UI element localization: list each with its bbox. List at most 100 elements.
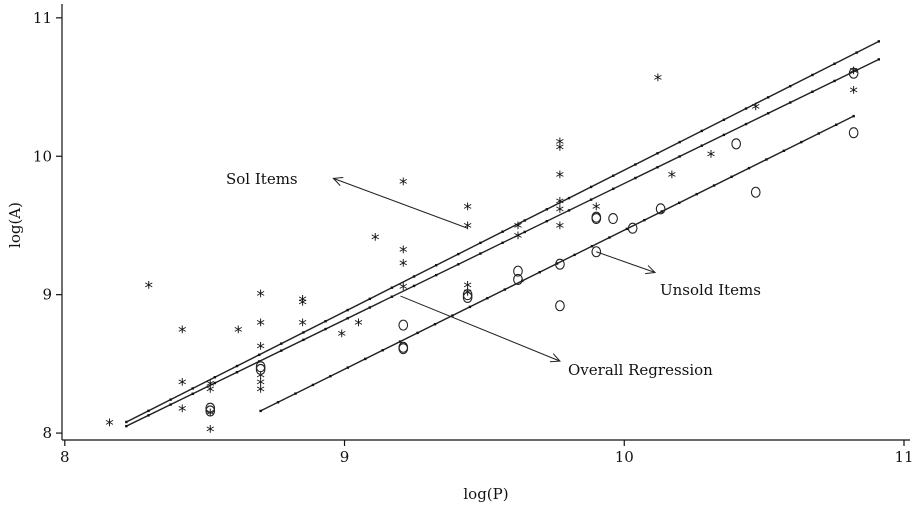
overall-regression-dot: [169, 403, 172, 406]
unsold-regression-dot: [590, 244, 594, 248]
overall-regression-dot: [833, 79, 836, 83]
unsold-regression-dot: [555, 262, 559, 265]
sold-item-point: *: [707, 147, 716, 167]
sold-regression-dot: [368, 297, 371, 301]
sold-regression-dot: [280, 342, 283, 345]
sold-item-point: *: [298, 316, 307, 336]
unsold-regression-dot: [660, 210, 663, 213]
sold-item-point: *: [463, 200, 472, 220]
sold-regression-dot: [346, 308, 349, 312]
sold-item-point: *: [178, 323, 187, 343]
unsold-regression-dot: [730, 175, 733, 179]
sold-item-point: *: [654, 71, 663, 91]
sold-regression-dot: [567, 196, 571, 200]
sold-regression-dot: [125, 420, 128, 424]
unsold-regression-dot: [678, 201, 681, 205]
unsold-regression-dot: [573, 253, 576, 257]
sold-item-point: *: [668, 168, 677, 188]
sold-item-point: *: [234, 323, 243, 343]
sold-regression-dot: [855, 51, 858, 54]
x-axis-title: log(P): [463, 485, 508, 503]
overall-regression-dot: [302, 338, 305, 342]
sold-regression-dot: [766, 96, 770, 99]
sold-regression-dot: [523, 219, 526, 222]
sold-regression-dot: [722, 118, 726, 121]
unsold-item-point: [205, 402, 216, 414]
sold-regression-dot: [811, 73, 814, 77]
overall-regression-dot: [191, 392, 194, 395]
sold-regression-dot: [501, 230, 504, 233]
annotation-label: Sol Items: [226, 170, 298, 188]
axis-ticks: 8 9 10 11 8 9 10 11: [33, 9, 914, 466]
sold-item-point: *: [178, 402, 187, 422]
unsold-regression-dot: [276, 401, 280, 404]
overall-regression-dot: [390, 295, 394, 298]
sold-regression-dot: [678, 140, 681, 144]
unsold-item-point: [555, 300, 565, 312]
overall-regression-dot: [346, 317, 349, 320]
overall-regression-dot: [235, 371, 239, 374]
regression-lines: [125, 40, 881, 428]
unsold-regression-dot: [259, 409, 262, 413]
unsold-item-point: [255, 361, 266, 373]
unsold-item-point: [398, 343, 409, 355]
sold-item-point: *: [556, 168, 565, 188]
data-markers: ****************************************…: [105, 64, 859, 443]
unsold-regression-dot: [433, 323, 437, 326]
unsold-regression-dot: [294, 392, 297, 395]
overall-regression-dot: [678, 155, 681, 158]
unsold-regression-dot: [747, 166, 751, 170]
sold-regression-dot: [700, 129, 703, 133]
annotation-arrow-line: [596, 251, 656, 273]
sold-item-point: *: [399, 257, 408, 277]
unsold-item-point: [591, 212, 602, 225]
unsold-regression-dot: [625, 227, 629, 231]
overall-regression-dot: [501, 241, 504, 244]
sold-item-point: *: [178, 376, 187, 396]
unsold-regression-dot: [451, 314, 454, 317]
sold-regression-dot: [545, 208, 549, 211]
sold-item-point: *: [298, 293, 307, 313]
overall-regression-dot: [324, 327, 327, 331]
unsold-regression-dot: [782, 149, 786, 152]
sold-item-point: *: [399, 175, 408, 195]
unsold-regression-dot: [765, 158, 768, 161]
y-tick-label: 10: [33, 147, 52, 165]
y-tick-label: 11: [33, 9, 52, 27]
sold-regression-dot: [257, 353, 261, 357]
axes: [61, 4, 910, 441]
sold-item-point: *: [256, 316, 265, 336]
sold-regression-dot: [634, 163, 637, 166]
sold-regression-dot: [412, 275, 416, 278]
unsold-item-point: [513, 273, 523, 285]
unsold-regression-dot: [329, 375, 332, 378]
annotation-arrow-line: [333, 177, 468, 229]
unsold-regression-dot: [643, 218, 646, 222]
sold-item-point: *: [354, 316, 363, 336]
sold-item-point: *: [206, 423, 215, 443]
sold-regression-dot: [833, 62, 836, 65]
overall-regression-dot: [766, 112, 770, 115]
annotations: Sol Items Unsold Items Overall Regression: [226, 170, 761, 379]
unsold-item-point: [591, 246, 602, 258]
sold-item-point: *: [463, 279, 472, 299]
overall-regression-dot: [479, 252, 482, 255]
unsold-regression-dot: [468, 305, 472, 309]
sold-item-point: *: [556, 203, 565, 223]
sold-item-point: *: [206, 383, 215, 403]
unsold-regression-dot: [398, 340, 402, 343]
sold-regression-dot: [434, 264, 438, 267]
overall-regression-dot: [545, 219, 549, 223]
sold-regression-dot: [390, 286, 394, 289]
unsold-regression-dot: [311, 383, 315, 387]
unsold-item-point: [848, 67, 859, 79]
sold-regression-dot: [324, 320, 327, 323]
sold-regression-dot: [589, 185, 593, 189]
overall-regression-dot: [744, 122, 748, 126]
overall-regression-dot: [125, 424, 128, 428]
annotation-label: Overall Regression: [568, 361, 713, 379]
x-tick-label: 9: [340, 448, 350, 466]
unsold-item-point: [205, 405, 216, 417]
unsold-regression-dot: [608, 236, 611, 239]
